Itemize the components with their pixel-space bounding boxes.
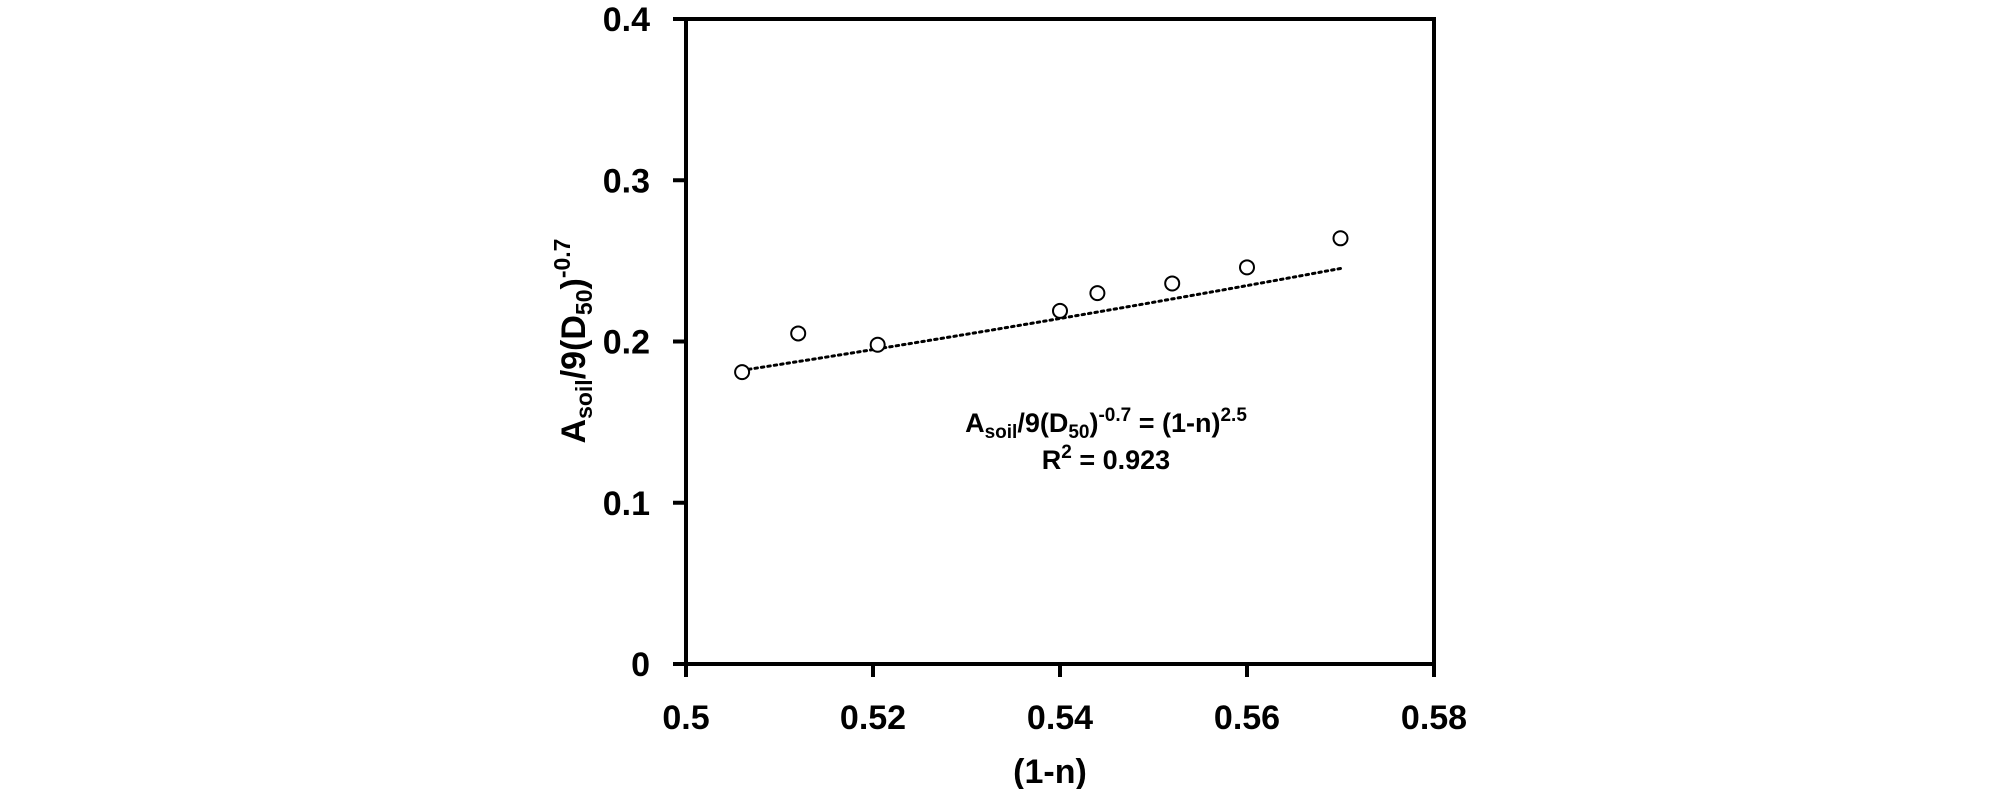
x-tick-label: 0.52 — [840, 699, 906, 737]
y-axis-title-sub-soil: soil — [571, 379, 597, 419]
trend-equation: Asoil/9(D50)-0.7 = (1-n)2.5 — [965, 405, 1247, 443]
eq-mid: /9(D — [1017, 408, 1068, 438]
r2-sup: 2 — [1061, 442, 1072, 463]
data-point — [1052, 302, 1068, 319]
data-point — [869, 336, 886, 353]
x-tick-label: 0.5 — [662, 699, 709, 737]
x-tick-label: 0.56 — [1214, 699, 1280, 737]
y-axis-title-base: A — [555, 419, 593, 444]
data-point — [1332, 230, 1349, 247]
y-axis-title-sub-50: 50 — [571, 289, 597, 315]
data-point — [790, 325, 807, 342]
data-point — [1239, 259, 1255, 276]
points-layer — [734, 230, 1349, 381]
eq-base: A — [965, 408, 985, 438]
y-axis-title-close: ) — [555, 278, 593, 289]
eq-close: ) — [1089, 408, 1098, 438]
eq-sub-soil: soil — [985, 422, 1018, 443]
eq-sup-exp2: 2.5 — [1220, 405, 1247, 426]
y-tick-label: 0.3 — [603, 162, 650, 200]
x-tick-label: 0.54 — [1027, 699, 1093, 737]
trendline-layer — [740, 266, 1342, 372]
eq-rhs: = (1-n) — [1131, 408, 1220, 438]
eq-sup-exp1: -0.7 — [1098, 405, 1131, 426]
x-tick-label: 0.58 — [1401, 699, 1467, 737]
y-tick-label: 0.2 — [603, 324, 650, 362]
y-tick-label: 0.4 — [603, 1, 650, 39]
y-axis-ticks: 0 0.1 0.2 0.3 0.4 — [603, 1, 686, 684]
plot-frame — [684, 17, 1436, 666]
data-point — [1164, 275, 1181, 292]
data-point — [734, 364, 751, 381]
r-squared-label: R2 = 0.923 — [1042, 442, 1170, 475]
r2-rest: = 0.923 — [1072, 445, 1170, 475]
eq-sub-50: 50 — [1068, 422, 1089, 443]
x-axis-ticks: 0.5 0.52 0.54 0.56 0.58 — [662, 664, 1467, 737]
y-tick-label: 0.1 — [603, 485, 650, 523]
y-tick-label: 0 — [631, 646, 650, 684]
trendline — [740, 266, 1342, 372]
r2-base: R — [1042, 445, 1062, 475]
data-point — [1089, 285, 1106, 302]
y-axis-title-mid: /9(D — [555, 315, 593, 379]
y-axis-title: Asoil/9(D50)-0.7 — [549, 239, 597, 444]
x-axis-title: (1-n) — [1013, 753, 1087, 789]
y-axis-title-sup: -0.7 — [549, 239, 575, 279]
